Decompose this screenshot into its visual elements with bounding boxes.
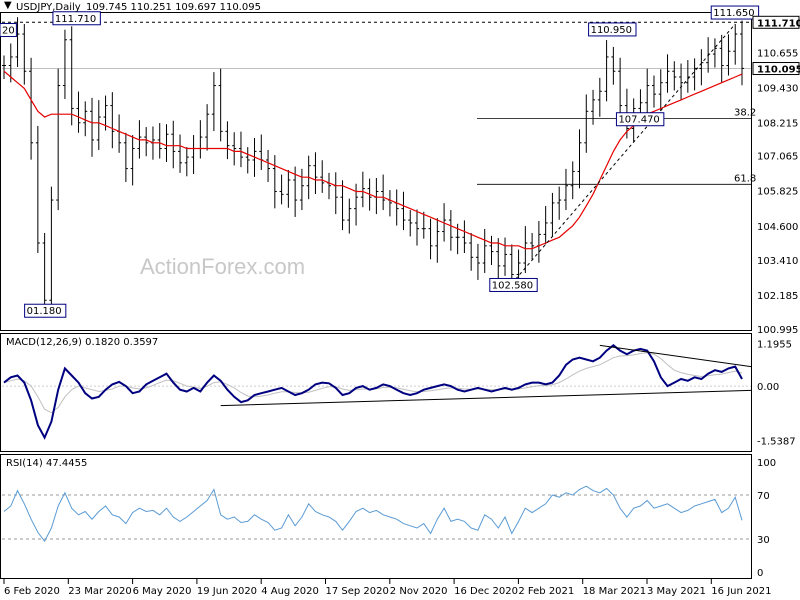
- price-panel: [0, 12, 752, 331]
- price-tick-label: 103.410: [757, 256, 798, 267]
- date-tick-label: 4 Aug 2020: [261, 586, 319, 597]
- macd-tick-label: -1.5387: [757, 437, 796, 448]
- rsi-title: RSI(14) 47.4455: [6, 458, 87, 469]
- price-title: USDJPY,Daily: [16, 2, 81, 13]
- price-tick-box: [752, 15, 800, 29]
- axis-layer: 111.710 110.655 110.095 109.430 108.215 107.0…: [3, 15, 800, 597]
- swing-label-box: [615, 112, 665, 127]
- price-title-icon: ▼: [4, 0, 12, 11]
- price-tick-label: 109.430: [757, 84, 798, 95]
- moving-average-line: [3, 70, 743, 250]
- price-tick-label: 111.710: [757, 18, 800, 29]
- swing-label: 110.950: [591, 25, 632, 36]
- swing-label-box: [52, 11, 101, 26]
- swing-label: 102.580: [492, 280, 533, 291]
- date-tick-label: 16 Dec 2020: [454, 586, 518, 597]
- swing-label: 111.710: [55, 14, 96, 25]
- price-tick-label: 110.095: [757, 65, 800, 76]
- swing-label: 01.180: [27, 306, 62, 317]
- macd-support-line: [220, 389, 752, 407]
- date-tick-label: 2 Feb 2021: [518, 586, 574, 597]
- swing-label-box: [489, 277, 538, 292]
- macd-tick-label: 1.1955: [757, 340, 792, 351]
- swing-label-box: [588, 22, 637, 37]
- price-tick-label: 107.065: [757, 151, 798, 162]
- price-tick-label: 105.825: [757, 187, 798, 198]
- price-tick-label: 100.995: [757, 325, 798, 336]
- rsi-panel: [0, 454, 752, 579]
- swing-label-box: [0, 23, 17, 38]
- macd-tick-label: 0.00: [757, 382, 779, 393]
- rsi-tick-label: 100: [757, 458, 776, 469]
- fib-label: 38.2: [734, 107, 756, 118]
- macd-layer: [2, 344, 752, 440]
- date-tick-label: 17 Sep 2020: [326, 586, 389, 597]
- rsi-tick-label: 70: [757, 491, 770, 502]
- fib-label: 61.8: [734, 173, 756, 184]
- swing-label-box: [24, 303, 67, 318]
- price-tick-label: 108.215: [757, 118, 798, 129]
- rsi-tick-label: 0: [757, 568, 763, 579]
- date-tick-label: 2 Nov 2020: [390, 586, 448, 597]
- swing-label: 20: [2, 26, 15, 37]
- watermark: ActionForex.com: [140, 254, 305, 279]
- price-tick-label: 110.655: [757, 48, 798, 59]
- date-tick-label: 6 May 2020: [133, 586, 192, 597]
- date-tick-label: 3 May 2021: [647, 586, 706, 597]
- rsi-layer: [2, 485, 751, 543]
- date-tick-label: 18 Mar 2021: [583, 586, 646, 597]
- price-tick-box: [752, 62, 800, 76]
- price-layer: 38.2 61.8 111.710 01.180 20 102.580 110.950 107…: [0, 5, 760, 318]
- macd-line: [3, 344, 743, 440]
- date-tick-label: 23 Mar 2020: [68, 586, 131, 597]
- rsi-tick-label: 30: [757, 535, 770, 546]
- price-tick-label: 102.185: [757, 291, 798, 302]
- macd-title: MACD(12,26,9) 0.1820 0.3597: [6, 337, 158, 348]
- macd-resistance-line: [599, 344, 752, 368]
- price-tick-label: 104.600: [757, 222, 798, 233]
- swing-label: 111.650: [713, 8, 754, 19]
- date-tick-label: 19 Jun 2020: [197, 586, 257, 597]
- date-tick-label: 16 Jun 2021: [711, 586, 771, 597]
- swing-label: 107.470: [618, 115, 659, 126]
- rsi-line: [3, 485, 743, 543]
- date-tick-label: 6 Feb 2020: [4, 586, 60, 597]
- swing-label-box: [710, 5, 760, 20]
- price-ohlc: 109.745 110.251 109.697 110.095: [86, 2, 261, 13]
